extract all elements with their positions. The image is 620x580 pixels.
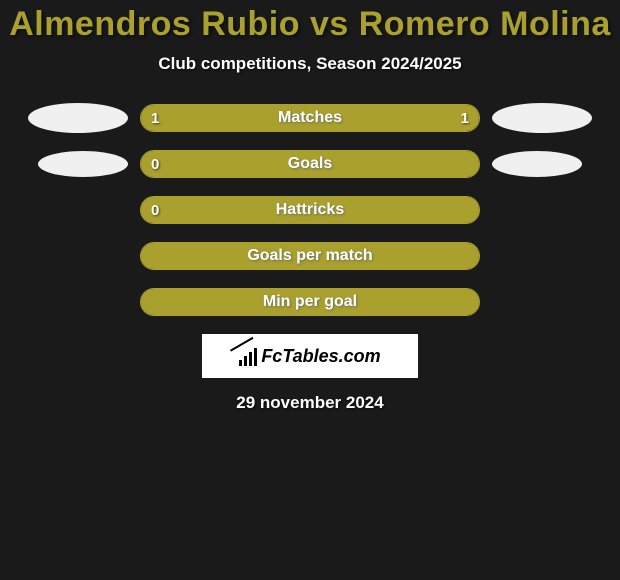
stat-label: Matches	[141, 105, 479, 131]
stat-label: Min per goal	[141, 289, 479, 315]
infographic-container: Almendros Rubio vs Romero Molina Club co…	[0, 0, 620, 413]
subtitle: Club competitions, Season 2024/2025	[0, 54, 620, 74]
page-title: Almendros Rubio vs Romero Molina	[0, 5, 620, 44]
date-text: 29 november 2024	[0, 393, 620, 413]
logo-text: FcTables.com	[261, 346, 380, 367]
stat-row-matches: 1 Matches 1	[0, 104, 620, 132]
player-right-marker	[492, 151, 582, 177]
stat-label: Hattricks	[141, 197, 479, 223]
stat-row-goals: 0 Goals	[0, 150, 620, 178]
stat-bar: 1 Matches 1	[140, 104, 480, 132]
stat-row-mpg: Min per goal	[0, 288, 620, 316]
logo-bars-icon	[239, 346, 257, 366]
stat-bar: 0 Hattricks	[140, 196, 480, 224]
stat-bar: 0 Goals	[140, 150, 480, 178]
brand-logo: FcTables.com	[202, 334, 418, 378]
stat-label: Goals per match	[141, 243, 479, 269]
stat-value-right: 1	[461, 105, 469, 131]
stat-label: Goals	[141, 151, 479, 177]
player-left-marker	[38, 151, 128, 177]
player-right-marker	[492, 103, 592, 133]
stat-bar: Goals per match	[140, 242, 480, 270]
stat-row-gpm: Goals per match	[0, 242, 620, 270]
player-left-marker	[28, 103, 128, 133]
stat-row-hattricks: 0 Hattricks	[0, 196, 620, 224]
stat-bar: Min per goal	[140, 288, 480, 316]
